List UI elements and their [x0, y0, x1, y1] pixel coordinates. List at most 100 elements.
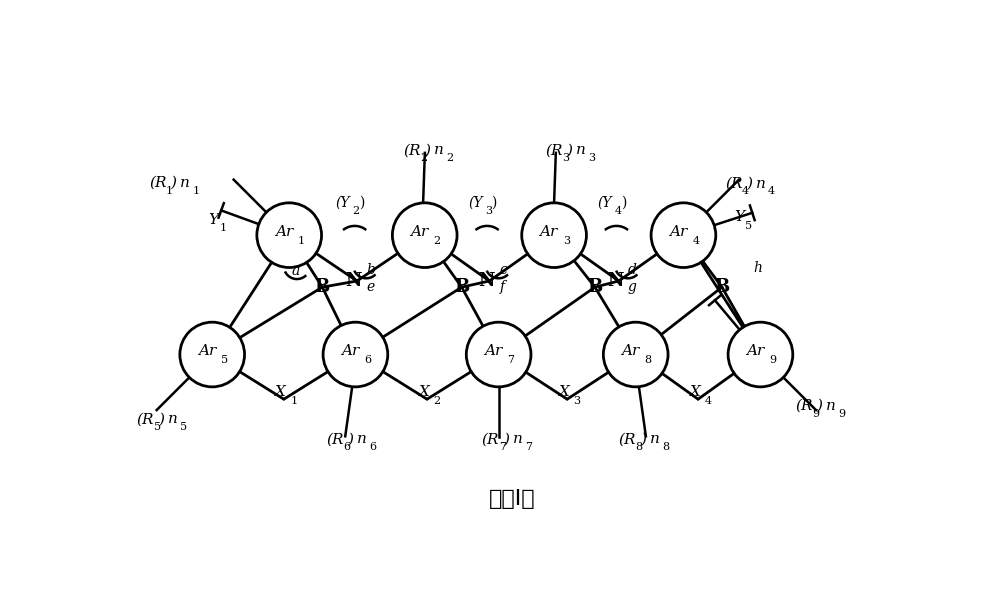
Text: 6: 6 — [364, 355, 371, 365]
Text: Ar: Ar — [484, 345, 502, 358]
Text: 8: 8 — [644, 355, 652, 365]
Circle shape — [651, 203, 716, 267]
Text: 6: 6 — [369, 442, 376, 452]
Text: ): ) — [425, 144, 431, 158]
Text: 2: 2 — [433, 396, 441, 406]
Text: e: e — [366, 280, 374, 294]
Text: ): ) — [621, 196, 626, 210]
Text: ): ) — [158, 412, 164, 426]
Text: Ar: Ar — [669, 225, 687, 239]
Text: (R: (R — [725, 177, 743, 190]
Text: 5: 5 — [154, 422, 161, 432]
Text: n: n — [650, 432, 659, 446]
Text: X: X — [419, 385, 429, 399]
Text: (R: (R — [795, 399, 813, 413]
Text: n: n — [826, 399, 836, 413]
Text: 5: 5 — [745, 221, 752, 231]
Text: N: N — [478, 272, 495, 290]
Text: (Y: (Y — [336, 196, 350, 210]
Text: B: B — [714, 278, 730, 296]
Text: n: n — [168, 412, 177, 426]
Text: n: n — [756, 177, 766, 190]
Text: (R: (R — [545, 144, 562, 158]
Circle shape — [323, 322, 388, 387]
Text: ): ) — [359, 196, 364, 210]
Circle shape — [392, 203, 457, 267]
Text: n: n — [576, 144, 586, 158]
Text: (R: (R — [619, 432, 636, 446]
Text: N: N — [607, 272, 624, 290]
Text: 2: 2 — [446, 153, 453, 163]
Text: 4: 4 — [768, 186, 775, 196]
Text: 4: 4 — [705, 396, 712, 406]
Circle shape — [603, 322, 668, 387]
Text: X: X — [690, 385, 700, 399]
Text: 1: 1 — [219, 223, 227, 233]
Text: B: B — [315, 278, 330, 296]
Text: 1: 1 — [298, 235, 305, 246]
Text: ): ) — [817, 399, 823, 413]
Text: X: X — [559, 385, 570, 399]
Text: 2: 2 — [420, 153, 427, 163]
Text: c: c — [499, 263, 507, 277]
Text: a: a — [291, 264, 299, 278]
Text: Ar: Ar — [621, 345, 639, 358]
Text: g: g — [627, 280, 636, 294]
Text: 3: 3 — [562, 153, 569, 163]
Circle shape — [728, 322, 793, 387]
Text: n: n — [357, 432, 367, 446]
Circle shape — [257, 203, 322, 267]
Text: 1: 1 — [166, 186, 173, 196]
Text: 3: 3 — [563, 235, 570, 246]
Text: (Y: (Y — [598, 196, 612, 210]
Text: Ar: Ar — [540, 225, 558, 239]
Text: B: B — [454, 278, 469, 296]
Text: 9: 9 — [769, 355, 776, 365]
Text: 2: 2 — [353, 206, 360, 216]
Text: 6: 6 — [343, 442, 350, 452]
Text: 4: 4 — [692, 235, 699, 246]
Text: X: X — [275, 385, 286, 399]
Text: ): ) — [491, 196, 497, 210]
Text: 3: 3 — [485, 206, 492, 216]
Text: 4: 4 — [614, 206, 622, 216]
Text: Ar: Ar — [198, 345, 216, 358]
Text: ): ) — [566, 144, 572, 158]
Text: (Y: (Y — [468, 196, 483, 210]
Text: 7: 7 — [525, 442, 532, 452]
Text: 4: 4 — [742, 186, 749, 196]
Text: ): ) — [503, 432, 509, 446]
Text: B: B — [587, 278, 603, 296]
Text: ): ) — [348, 432, 354, 446]
Text: N: N — [346, 272, 362, 290]
Text: (R: (R — [403, 144, 421, 158]
Text: Ar: Ar — [341, 345, 359, 358]
Text: Ar: Ar — [746, 345, 764, 358]
Text: ): ) — [640, 432, 646, 446]
Text: 3: 3 — [574, 396, 581, 406]
Text: f: f — [500, 280, 505, 294]
Text: d: d — [628, 263, 637, 277]
Text: 8: 8 — [662, 442, 669, 452]
Text: h: h — [754, 261, 763, 275]
Text: n: n — [434, 144, 444, 158]
Text: b: b — [366, 263, 375, 277]
Circle shape — [180, 322, 245, 387]
Text: 式（I）: 式（I） — [489, 489, 536, 509]
Circle shape — [522, 203, 586, 267]
Text: 1: 1 — [192, 186, 199, 196]
Text: 7: 7 — [507, 355, 514, 365]
Text: 8: 8 — [636, 442, 643, 452]
Text: ): ) — [171, 176, 177, 190]
Circle shape — [466, 322, 531, 387]
Text: Y: Y — [734, 211, 744, 225]
Text: 3: 3 — [588, 153, 595, 163]
Text: (R: (R — [326, 432, 344, 446]
Text: 9: 9 — [812, 409, 819, 419]
Text: (R: (R — [482, 432, 499, 446]
Text: ): ) — [747, 177, 753, 190]
Text: Ar: Ar — [410, 225, 428, 239]
Text: 7: 7 — [499, 442, 506, 452]
Text: 2: 2 — [433, 235, 441, 246]
Text: (R: (R — [149, 176, 167, 190]
